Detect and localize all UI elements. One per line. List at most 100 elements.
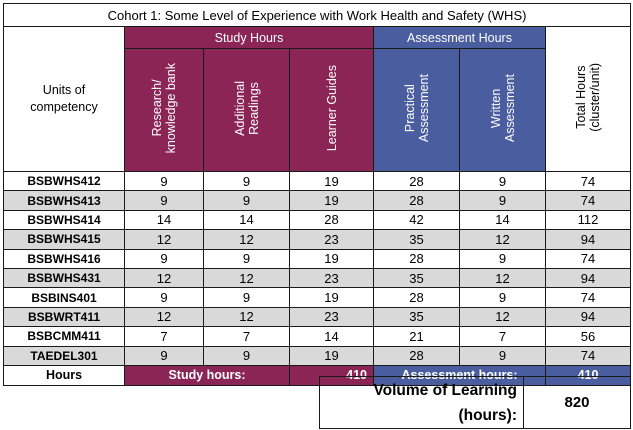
research-value: 9 xyxy=(124,287,204,308)
written-value: 7 xyxy=(459,326,546,347)
unit-code: BSBWHS415 xyxy=(3,229,125,250)
total-hours-label: Total Hours (cluster/unit) xyxy=(574,63,603,132)
research-value: 9 xyxy=(124,345,204,366)
table-row: BSBWHS431 12 12 23 35 12 94 xyxy=(3,267,632,289)
guides-value: 14 xyxy=(289,326,374,347)
table-row: BSBINS401 9 9 19 28 9 74 xyxy=(3,287,632,308)
research-label: Research/ knowledge bank xyxy=(150,63,178,154)
readings-label: Additional Readings xyxy=(232,81,261,136)
total-value: 94 xyxy=(544,267,632,289)
table-row: BSBWHS416 9 9 19 28 9 74 xyxy=(3,248,632,269)
unit-code: TAEDEL301 xyxy=(3,345,125,366)
hours-label: Hours xyxy=(3,364,125,386)
written-header: Written Assessment xyxy=(459,48,546,172)
table-row: BSBWHS412 9 9 19 28 9 74 xyxy=(3,170,632,192)
practical-value: 28 xyxy=(373,170,460,192)
total-value: 94 xyxy=(544,306,632,328)
research-value: 12 xyxy=(124,229,204,250)
assessment-hours-header: Assessment Hours xyxy=(373,26,546,49)
practical-label: Practical Assessment xyxy=(402,74,431,143)
research-value: 7 xyxy=(124,326,204,347)
total-value: 74 xyxy=(544,248,632,269)
unit-code: BSBWRT411 xyxy=(3,306,125,328)
volume-value: 820 xyxy=(523,376,631,429)
practical-value: 35 xyxy=(373,267,460,289)
written-value: 12 xyxy=(459,267,546,289)
study-hours-header: Study Hours xyxy=(124,26,374,49)
readings-value: 9 xyxy=(203,345,290,366)
study-hours-label: Study hours: xyxy=(124,364,290,386)
guides-value: 23 xyxy=(289,267,374,289)
readings-value: 9 xyxy=(203,190,290,211)
readings-value: 7 xyxy=(203,326,290,347)
research-value: 9 xyxy=(124,248,204,269)
practical-value: 35 xyxy=(373,229,460,250)
guides-value: 28 xyxy=(289,209,374,231)
research-value: 14 xyxy=(124,209,204,231)
total-value: 74 xyxy=(544,287,632,308)
readings-value: 12 xyxy=(203,306,290,328)
practical-value: 21 xyxy=(373,326,460,347)
units-header-label: Units of competency xyxy=(30,83,98,114)
units-header: Units of competency xyxy=(3,26,125,172)
learner-guides-header: Learner Guides xyxy=(289,48,374,172)
total-hours-header: Total Hours (cluster/unit) xyxy=(544,26,632,172)
research-value: 9 xyxy=(124,170,204,192)
readings-header: Additional Readings xyxy=(203,48,290,172)
total-value: 74 xyxy=(544,190,632,211)
readings-value: 12 xyxy=(203,267,290,289)
learner-guides-label: Learner Guides xyxy=(324,65,339,152)
guides-value: 19 xyxy=(289,248,374,269)
practical-value: 28 xyxy=(373,345,460,366)
unit-code: BSBWHS414 xyxy=(3,209,125,231)
written-value: 9 xyxy=(459,345,546,366)
total-value: 74 xyxy=(544,170,632,192)
written-value: 9 xyxy=(459,190,546,211)
guides-value: 19 xyxy=(289,345,374,366)
practical-value: 28 xyxy=(373,248,460,269)
unit-code: BSBWHS416 xyxy=(3,248,125,269)
guides-value: 23 xyxy=(289,306,374,328)
written-label: Written Assessment xyxy=(488,74,517,143)
research-header: Research/ knowledge bank xyxy=(124,48,204,172)
total-value: 56 xyxy=(544,326,632,347)
unit-code: BSBWHS412 xyxy=(3,170,125,192)
written-value: 12 xyxy=(459,229,546,250)
table-row: BSBWHS413 9 9 19 28 9 74 xyxy=(3,190,632,211)
total-value: 74 xyxy=(544,345,632,366)
practical-header: Practical Assessment xyxy=(373,48,460,172)
table-row: BSBWRT411 12 12 23 35 12 94 xyxy=(3,306,632,328)
research-value: 12 xyxy=(124,267,204,289)
table-title: Cohort 1: Some Level of Experience with … xyxy=(2,3,632,27)
practical-value: 28 xyxy=(373,190,460,211)
hours-table: Cohort 1: Some Level of Experience with … xyxy=(2,3,632,386)
written-value: 9 xyxy=(459,248,546,269)
practical-value: 35 xyxy=(373,306,460,328)
volume-label-text: Volume of Learning (hours): xyxy=(373,381,517,424)
guides-value: 19 xyxy=(289,287,374,308)
volume-of-learning-box: Volume of Learning (hours): 820 xyxy=(319,376,631,429)
readings-value: 9 xyxy=(203,248,290,269)
guides-value: 23 xyxy=(289,229,374,250)
table-row: BSBWHS415 12 12 23 35 12 94 xyxy=(3,229,632,250)
volume-label: Volume of Learning (hours): xyxy=(319,376,524,429)
readings-value: 14 xyxy=(203,209,290,231)
readings-value: 9 xyxy=(203,170,290,192)
table-row: TAEDEL301 9 9 19 28 9 74 xyxy=(3,345,632,366)
unit-code: BSBWHS413 xyxy=(3,190,125,211)
practical-value: 28 xyxy=(373,287,460,308)
practical-value: 42 xyxy=(373,209,460,231)
written-value: 12 xyxy=(459,306,546,328)
table-row: BSBCMM411 7 7 14 21 7 56 xyxy=(3,326,632,347)
unit-code: BSBCMM411 xyxy=(3,326,125,347)
readings-value: 9 xyxy=(203,287,290,308)
guides-value: 19 xyxy=(289,170,374,192)
guides-value: 19 xyxy=(289,190,374,211)
total-value: 94 xyxy=(544,229,632,250)
unit-code: BSBINS401 xyxy=(3,287,125,308)
readings-value: 12 xyxy=(203,229,290,250)
unit-code: BSBWHS431 xyxy=(3,267,125,289)
written-value: 9 xyxy=(459,287,546,308)
total-value: 112 xyxy=(544,209,632,231)
written-value: 9 xyxy=(459,170,546,192)
